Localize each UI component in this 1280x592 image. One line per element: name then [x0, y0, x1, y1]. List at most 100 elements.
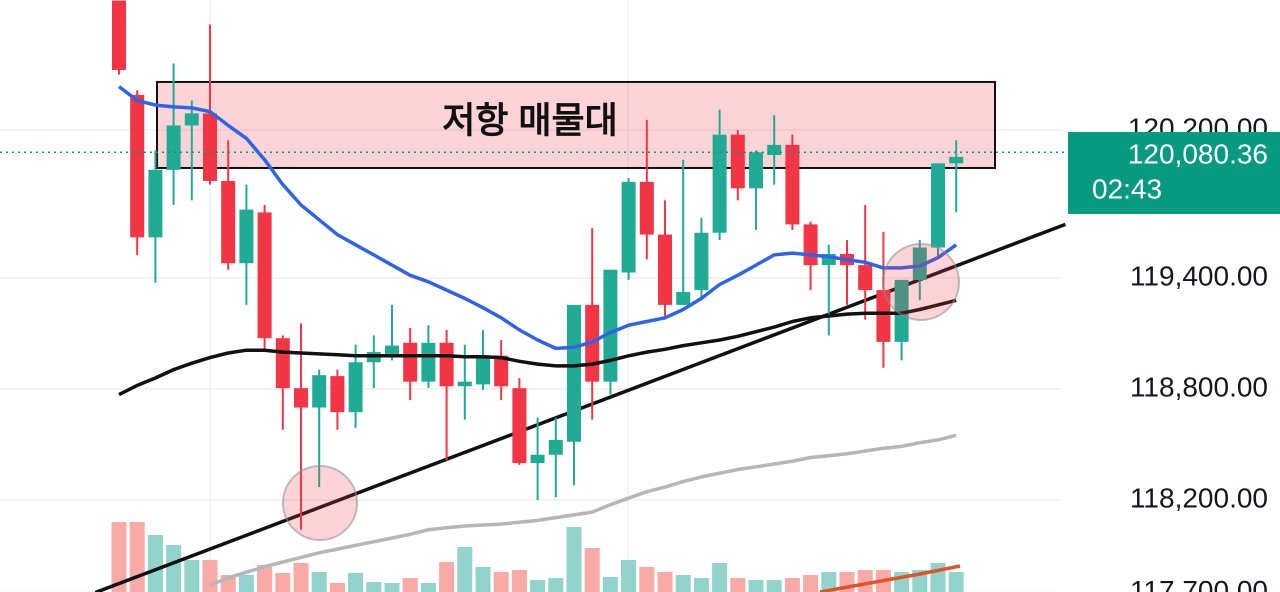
highlight-circle	[882, 243, 960, 321]
volume-bar	[621, 560, 637, 592]
candle-body	[785, 144, 800, 225]
candle-body	[494, 355, 509, 387]
last-price-label: 120,080.36 02:43	[1068, 132, 1280, 214]
candle-body	[858, 265, 873, 291]
volume-bar	[821, 572, 837, 592]
candle-body	[330, 376, 345, 413]
volume-bar	[475, 567, 491, 592]
candle-body	[112, 0, 126, 70]
candle-body	[931, 163, 945, 248]
volume-bar	[439, 562, 455, 592]
volume-bar	[712, 563, 728, 592]
volume-bar	[257, 565, 273, 592]
candle-body	[803, 224, 818, 266]
candle-body	[676, 291, 691, 305]
volume-bar	[402, 578, 418, 592]
volume-bar	[147, 535, 163, 592]
highlight-circle	[282, 465, 358, 541]
volume-bar	[238, 575, 254, 592]
moving-average-line	[209, 433, 957, 587]
y-tick-label: 117,700.00	[1130, 575, 1268, 592]
volume-bar	[420, 583, 436, 592]
volume-bar	[857, 570, 873, 592]
volume-bar	[584, 548, 600, 592]
candle-body	[166, 125, 181, 170]
volume-bar	[657, 572, 673, 592]
volume-bar	[129, 522, 145, 592]
volume-bar	[748, 580, 764, 592]
volume-bar	[639, 567, 655, 592]
volume-bar	[602, 577, 618, 592]
last-price-text: 120,080.36	[1128, 138, 1268, 169]
candle-body	[767, 144, 782, 156]
candle-body	[275, 338, 290, 389]
y-tick-label: 118,800.00	[1130, 371, 1268, 402]
volume-bar	[784, 578, 800, 592]
volume-bar	[693, 578, 709, 592]
volume-bar	[566, 527, 582, 592]
candle-body	[639, 181, 654, 235]
volume-bar	[184, 560, 200, 592]
volume-bar	[166, 545, 182, 592]
candle-body	[348, 362, 363, 413]
volume-bar	[548, 578, 564, 592]
moving-average-line	[118, 298, 957, 397]
candle-body	[512, 388, 527, 464]
volume-bar	[311, 572, 327, 592]
candle-body	[439, 342, 454, 387]
volume-bar	[275, 573, 291, 592]
y-tick-label: 118,200.00	[1130, 482, 1268, 513]
volume-bar	[366, 582, 382, 592]
candle-body	[694, 232, 709, 291]
candle-body	[457, 381, 472, 387]
candle-body	[876, 290, 891, 342]
volume-bar	[293, 563, 309, 592]
candle-body	[730, 134, 745, 189]
candle-body	[949, 156, 964, 164]
volume-bar	[948, 572, 964, 592]
annotation-text: 저항 매물대	[442, 99, 618, 140]
volume-bar	[675, 575, 691, 592]
candle-body	[821, 254, 836, 266]
candle-body	[603, 269, 618, 382]
resistance-zone	[156, 80, 996, 169]
y-tick-label: 119,400.00	[1130, 260, 1268, 291]
volume-bar	[766, 580, 782, 592]
last-price-box	[1068, 132, 1280, 214]
volume-bar	[384, 583, 400, 592]
candle-body	[912, 247, 927, 280]
candle-body	[184, 113, 199, 126]
volume-bar	[530, 580, 546, 592]
candle-body	[421, 342, 436, 382]
candle-body	[294, 388, 308, 408]
candle-body	[894, 279, 909, 342]
volume-bar	[730, 578, 746, 592]
candle-body	[476, 355, 490, 385]
volume-bar	[803, 575, 819, 592]
candle-body	[403, 342, 418, 382]
candle-body	[621, 181, 636, 273]
front-layer: 저항 매물대	[0, 85, 1068, 397]
candle-body	[148, 169, 163, 238]
candle-body	[712, 134, 727, 233]
volume-bar	[202, 560, 218, 592]
candle-body	[257, 212, 272, 339]
candle-body	[312, 375, 327, 408]
candle-body	[203, 113, 217, 181]
volume-pane	[111, 522, 964, 592]
countdown-text: 02:43	[1092, 173, 1162, 204]
candle-body	[548, 439, 563, 455]
candle-body	[749, 152, 763, 189]
volume-bar	[930, 563, 946, 592]
volume-bar	[111, 522, 127, 592]
volume-average-line	[819, 564, 961, 592]
volume-bar	[329, 583, 345, 592]
volume-bar	[348, 573, 364, 592]
candle-body	[658, 234, 672, 305]
resistance-box	[156, 80, 996, 169]
candle-body	[239, 209, 254, 264]
candle-body	[385, 345, 399, 357]
candles	[112, 0, 964, 530]
candle-body	[567, 304, 581, 442]
